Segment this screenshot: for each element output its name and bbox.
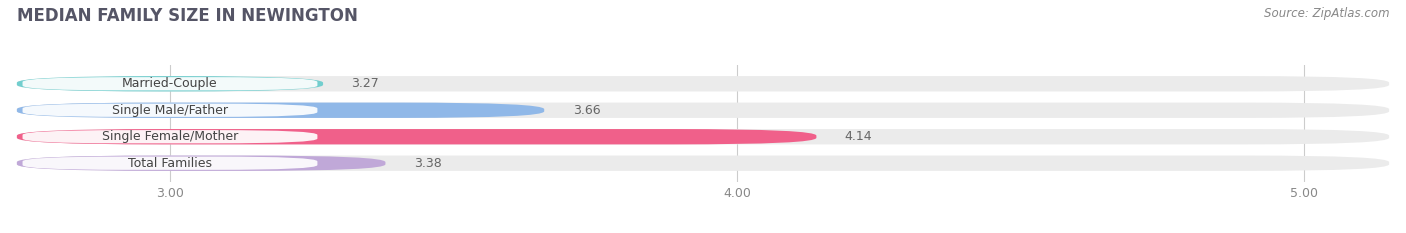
Text: MEDIAN FAMILY SIZE IN NEWINGTON: MEDIAN FAMILY SIZE IN NEWINGTON	[17, 7, 357, 25]
FancyBboxPatch shape	[22, 157, 318, 170]
FancyBboxPatch shape	[17, 103, 544, 118]
FancyBboxPatch shape	[17, 103, 1389, 118]
Text: 3.27: 3.27	[352, 77, 380, 90]
Text: Married-Couple: Married-Couple	[122, 77, 218, 90]
Text: 3.66: 3.66	[572, 104, 600, 117]
FancyBboxPatch shape	[17, 76, 1389, 92]
FancyBboxPatch shape	[17, 156, 385, 171]
FancyBboxPatch shape	[17, 129, 817, 144]
Text: 3.38: 3.38	[413, 157, 441, 170]
Text: Source: ZipAtlas.com: Source: ZipAtlas.com	[1264, 7, 1389, 20]
FancyBboxPatch shape	[22, 130, 318, 143]
Text: Total Families: Total Families	[128, 157, 212, 170]
FancyBboxPatch shape	[17, 156, 1389, 171]
FancyBboxPatch shape	[17, 129, 1389, 144]
FancyBboxPatch shape	[17, 76, 323, 92]
Text: 4.14: 4.14	[845, 130, 872, 143]
FancyBboxPatch shape	[22, 77, 318, 90]
Text: Single Female/Mother: Single Female/Mother	[101, 130, 238, 143]
Text: Single Male/Father: Single Male/Father	[112, 104, 228, 117]
FancyBboxPatch shape	[22, 104, 318, 117]
